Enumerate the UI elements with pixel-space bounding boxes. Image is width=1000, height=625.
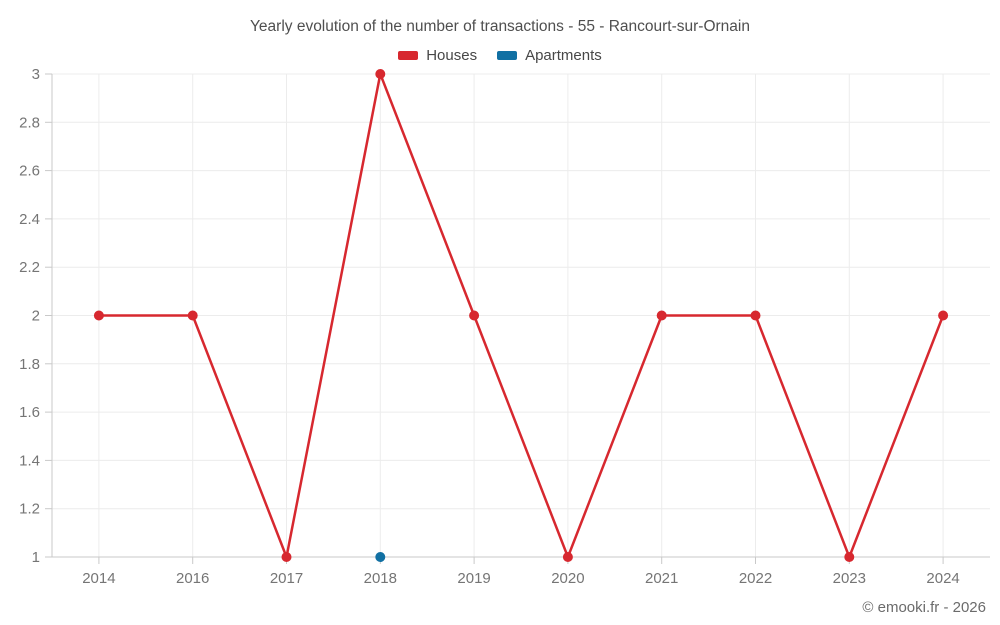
point-houses-2024[interactable] <box>938 310 949 321</box>
y-tick-label: 2.8 <box>19 114 40 131</box>
x-tick-label: 2020 <box>551 570 584 587</box>
point-houses-2019[interactable] <box>469 310 480 321</box>
x-tick-label: 2014 <box>82 570 115 587</box>
y-tick-label: 1.4 <box>19 452 40 469</box>
x-tick-label: 2016 <box>176 570 209 587</box>
x-tick-label: 2018 <box>364 570 397 587</box>
point-houses-2020[interactable] <box>562 552 573 562</box>
x-tick-label: 2022 <box>739 570 772 587</box>
point-houses-2023[interactable] <box>844 552 855 562</box>
point-houses-2022[interactable] <box>750 310 761 321</box>
apartments-legend-swatch-icon <box>497 50 518 60</box>
series-line-houses <box>97 72 945 559</box>
y-tick-label: 1.2 <box>19 501 40 518</box>
point-houses-2018[interactable] <box>375 69 386 79</box>
y-tick-label: 2.2 <box>19 259 40 276</box>
legend-label-houses: Houses <box>426 46 478 64</box>
y-tick-label: 2.4 <box>19 211 40 228</box>
point-houses-2017[interactable] <box>281 552 292 562</box>
x-tick-label: 2017 <box>270 570 303 587</box>
chart-title: Yearly evolution of the number of transa… <box>250 18 750 35</box>
point-apartments-2018[interactable] <box>375 552 386 562</box>
point-houses-2014[interactable] <box>93 310 104 321</box>
y-tick-label: 1.8 <box>19 356 40 373</box>
x-tick-label: 2024 <box>926 570 959 587</box>
y-tick-label: 3 <box>32 66 40 83</box>
point-houses-2021[interactable] <box>656 310 667 321</box>
legend-item-apartments[interactable]: Apartments <box>497 47 602 64</box>
x-tick-label: 2019 <box>457 570 490 587</box>
y-tick-label: 1.6 <box>19 404 40 421</box>
x-tick-label: 2023 <box>833 570 866 587</box>
chart-legend: Houses Apartments <box>0 45 1000 65</box>
y-tick-label: 2.6 <box>19 163 40 180</box>
legend-label-apartments: Apartments <box>525 46 602 64</box>
legend-item-houses[interactable]: Houses <box>398 47 477 64</box>
point-houses-2016[interactable] <box>187 310 198 321</box>
houses-legend-swatch-icon <box>398 50 419 60</box>
watermark: © emooki.fr - 2026 <box>862 599 986 616</box>
y-tick-label: 2 <box>32 308 40 325</box>
y-tick-label: 1 <box>32 549 40 566</box>
x-tick-label: 2021 <box>645 570 678 587</box>
